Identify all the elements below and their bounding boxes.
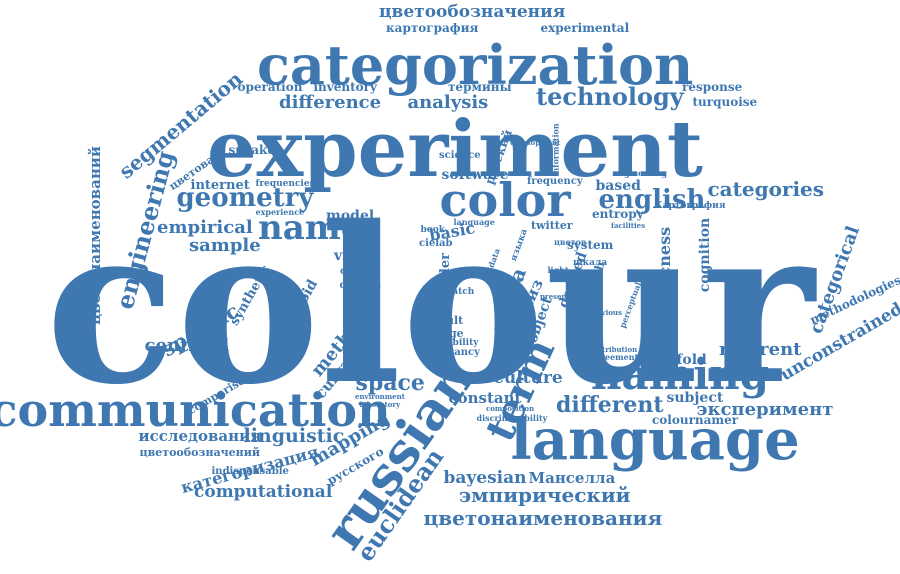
word-frequency: frequency (527, 176, 583, 187)
word-tsvetonaimenovaniya: цветонаименования (423, 506, 663, 530)
word-vision: vision (334, 248, 381, 264)
word-patch: patch (446, 286, 475, 297)
word-frequencies: frequencies (255, 178, 315, 189)
word-result: result (427, 313, 464, 327)
word-internet: internet (190, 177, 250, 193)
word-laboratory: laboratory (359, 399, 401, 409)
word-geometry: geometry (176, 183, 314, 213)
word-bayesian: bayesian (443, 467, 527, 488)
word-classes: classes (340, 266, 380, 277)
word-basicness: basicness (655, 226, 675, 314)
word-subject: subject (666, 390, 724, 406)
word-indispensable: indispensable (211, 466, 289, 477)
word-based: based (595, 178, 641, 194)
word-space: space (355, 370, 425, 396)
word-referent: referent (719, 339, 802, 360)
word-color: color (439, 173, 571, 227)
word-tsvetooboznacheniy: цветообозначений (139, 445, 261, 459)
word-name: name (258, 208, 363, 248)
word-different: different (556, 392, 664, 418)
word-image: image (426, 326, 464, 340)
word-environment: environment (355, 391, 405, 401)
word-facilities: facilities (611, 220, 646, 230)
word-language: language (510, 407, 800, 473)
word-categories: categories (707, 177, 825, 201)
word-constancy: constancy (424, 347, 480, 358)
word-technology: technology (536, 82, 684, 111)
word-information: information (550, 123, 561, 177)
word-entropy: entropy (592, 207, 644, 221)
word-model: model (326, 208, 375, 224)
word-speaker: speaker (228, 143, 282, 157)
word-categorization: categorization (257, 33, 694, 97)
word-cielab: cielab (419, 238, 453, 249)
word-linguistic: linguistic (243, 424, 345, 447)
word-operation: operation (237, 80, 303, 94)
word-colournamer: colournamer (652, 413, 739, 427)
word-experiment: experiment (207, 104, 703, 195)
word-present: present (540, 291, 570, 301)
word-response: response (682, 80, 743, 94)
word-communication: communication (0, 383, 391, 437)
word-analysis: analysis (407, 92, 489, 113)
word-difference: difference (279, 92, 382, 113)
word-system: system (567, 238, 614, 252)
word-empirical: empirical (157, 217, 253, 238)
word-twitter: twitter (531, 218, 573, 232)
word-dataset: dataset (339, 280, 381, 291)
word-centroid: centroid (144, 335, 230, 356)
word-empiricheskiy: эмпирический (459, 483, 631, 507)
word-english: english (598, 185, 706, 215)
word-distribution: distribution (590, 344, 638, 354)
word-issledovaniya: исследования (138, 426, 262, 445)
word-colour: colour (45, 178, 815, 432)
word-cognition: cognition (697, 217, 714, 293)
word-inventory: inventory (313, 80, 377, 94)
word-manifold: manifold (637, 352, 707, 368)
word-shkala: шкала (573, 257, 608, 268)
word-tsvetooboznacheniya: цветообозначения (379, 1, 566, 22)
word-science: science (439, 150, 481, 161)
word-constant: constant (448, 388, 522, 407)
word-composition: composition (486, 403, 535, 413)
word-kartografiya-capital: Картография (654, 200, 726, 211)
word-variability: variability (427, 337, 479, 348)
word-development: development (510, 137, 561, 147)
word-mansella: Манселла (528, 468, 616, 487)
word-experience: experience (255, 207, 305, 217)
word-eksperiment: эксперимент (696, 399, 834, 420)
word-previous: previous (588, 307, 622, 317)
word-terminy: термины (448, 80, 512, 94)
word-agreement: agreement (590, 352, 639, 362)
word-tsvetonaimenovaniy: цветонаименований (85, 145, 104, 325)
word-software: software (441, 167, 509, 183)
word-kartografiya: картография (386, 21, 479, 35)
word-naming: naming (591, 350, 770, 399)
word-experimental: experimental (540, 21, 630, 35)
word-light: light (547, 265, 569, 275)
word-book: book (420, 224, 446, 235)
word-culture: culture (493, 367, 563, 388)
word-sample: sample (189, 235, 261, 256)
word-tsvetov: цветов (554, 237, 587, 247)
word-computational: computational (194, 481, 333, 502)
word-turquoise: turquoise (692, 95, 758, 109)
word-discriminability: discriminability (476, 413, 548, 423)
word-augmenting: augmenting (613, 168, 668, 178)
word-language-small: language (453, 217, 495, 227)
